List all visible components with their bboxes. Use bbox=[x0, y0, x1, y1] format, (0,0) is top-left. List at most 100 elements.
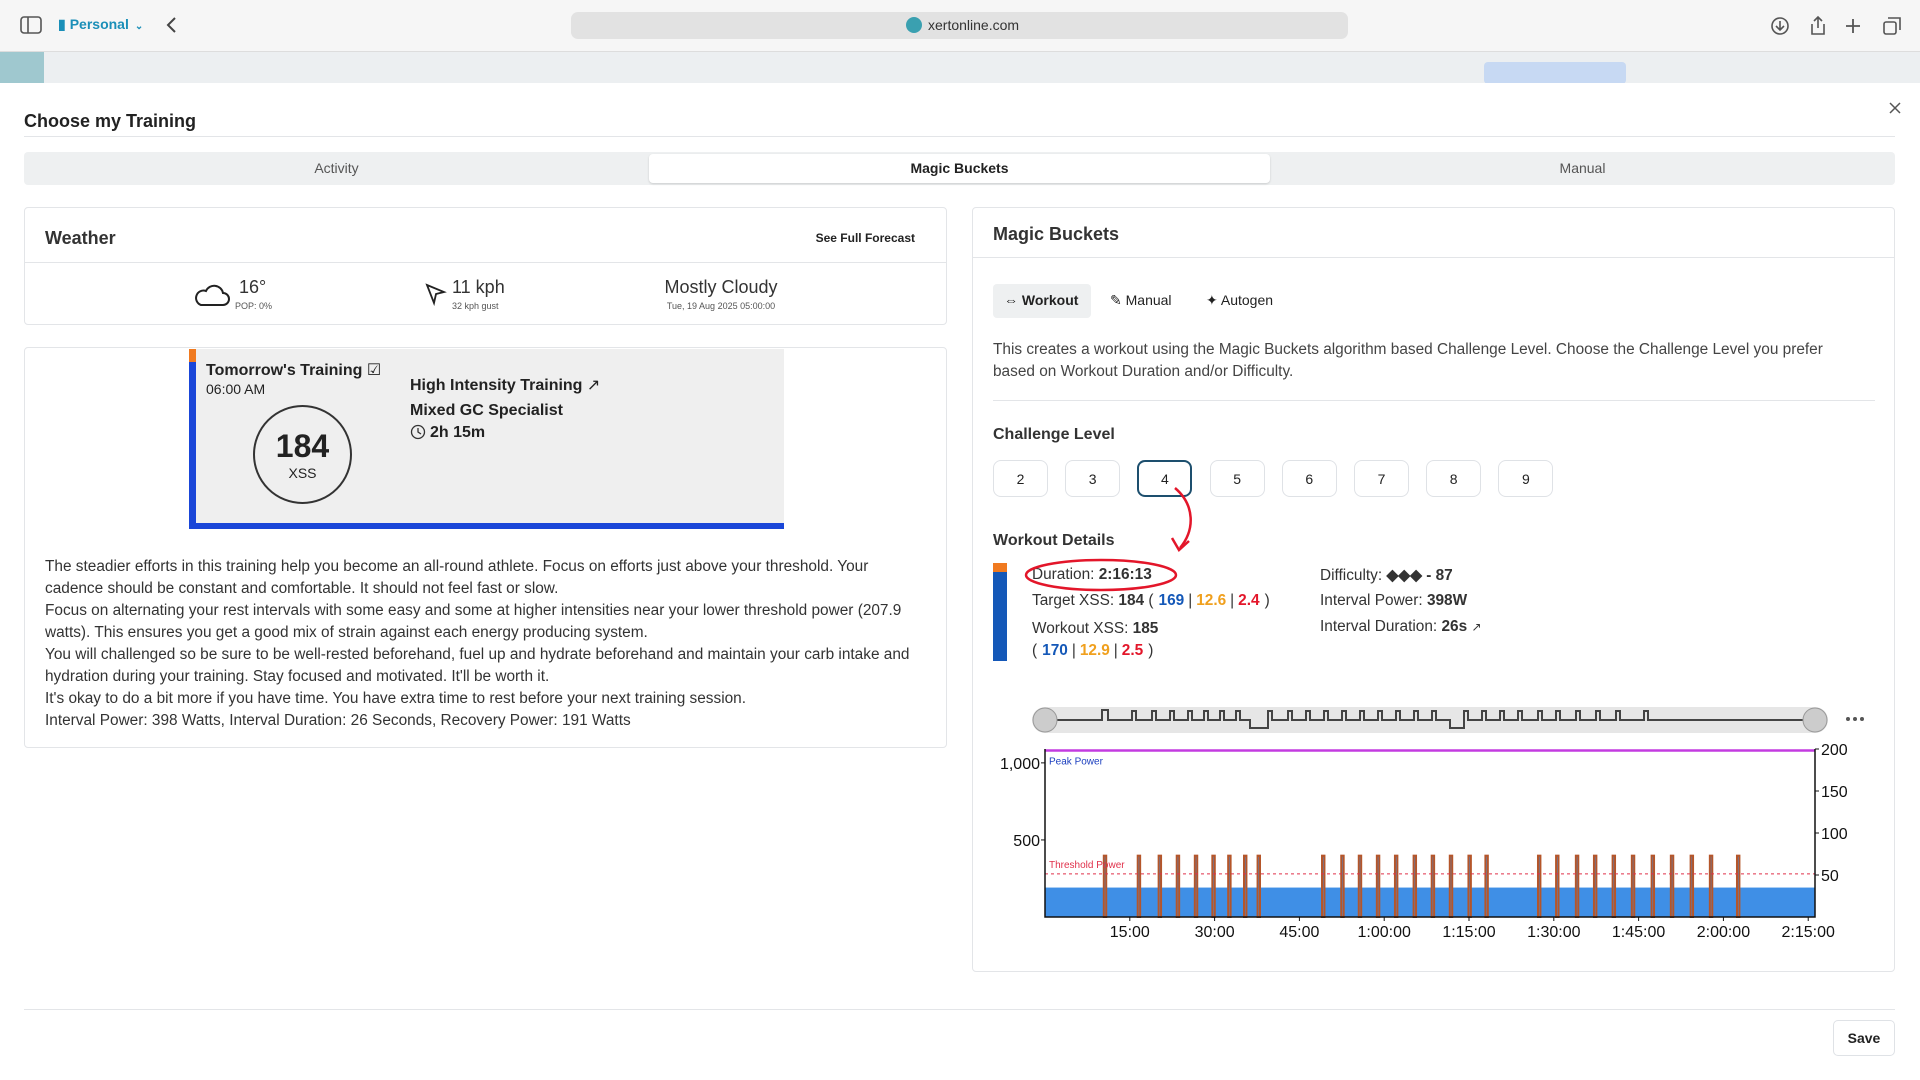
difficulty: Difficulty: ◆◆◆ - 87 bbox=[1320, 566, 1453, 585]
profile-button[interactable]: ▮ Personal ⌄ bbox=[58, 16, 144, 32]
app-logo bbox=[0, 52, 44, 83]
xss-part: 169 bbox=[1158, 592, 1185, 609]
level-button[interactable]: 3 bbox=[1065, 460, 1121, 497]
xss-part: 12.9 bbox=[1079, 642, 1110, 659]
temperature: 16° bbox=[239, 277, 267, 297]
interval-bar bbox=[1689, 854, 1695, 918]
level-button[interactable]: 8 bbox=[1426, 460, 1482, 497]
athlete-type: Mixed GC Specialist bbox=[410, 402, 563, 419]
level-button[interactable]: 9 bbox=[1498, 460, 1554, 497]
address-bar[interactable] bbox=[571, 12, 1348, 39]
workout-name[interactable]: High Intensity Training ↗ bbox=[410, 377, 601, 394]
mode-active-bg bbox=[993, 284, 1091, 318]
interval-duration: Interval Duration: 26s ↗ bbox=[1320, 618, 1482, 635]
training-time: 06:00 AM bbox=[206, 381, 266, 397]
paren: ( bbox=[1148, 592, 1154, 609]
interval-bar bbox=[1536, 854, 1542, 918]
detail-value: 398W bbox=[1426, 592, 1468, 609]
interval-bar bbox=[1467, 854, 1472, 918]
interval-bar bbox=[1211, 854, 1216, 918]
mode-label: Autogen bbox=[1220, 292, 1274, 308]
detail-value: 185 bbox=[1132, 620, 1159, 637]
y-tick-label: 1,000 bbox=[1000, 756, 1040, 773]
sidebar-icon[interactable] bbox=[20, 15, 42, 35]
xss-part: 2.4 bbox=[1238, 592, 1260, 609]
tab[interactable]: Manual bbox=[1559, 160, 1606, 176]
toolbar-icons[interactable] bbox=[1768, 14, 1908, 38]
close-button[interactable] bbox=[1887, 100, 1903, 116]
level-button[interactable]: 7 bbox=[1354, 460, 1409, 497]
interval-power: Interval Power: 398W bbox=[1320, 592, 1467, 610]
mode-tab[interactable]: ⇔ Workout bbox=[1004, 292, 1079, 308]
interval-bar bbox=[1243, 854, 1248, 918]
description-paragraph: The steadier efforts in this training he… bbox=[45, 558, 869, 597]
interval-bar bbox=[1592, 854, 1598, 918]
interval-bar bbox=[1227, 854, 1232, 918]
slider-handle[interactable] bbox=[1802, 707, 1828, 733]
target-xss: Target XSS: 184 (169 | 12.6 | 2.4) bbox=[1032, 592, 1270, 610]
detail-label: Difficulty: bbox=[1320, 567, 1383, 584]
interval-bar bbox=[1708, 854, 1714, 918]
separator: | bbox=[1230, 592, 1235, 609]
description-paragraph: It's okay to do a bit more if you have t… bbox=[45, 690, 747, 707]
slider-handle[interactable] bbox=[1032, 707, 1058, 733]
xss-circle bbox=[253, 405, 352, 504]
interval-bar bbox=[1574, 854, 1580, 918]
more-button[interactable] bbox=[1846, 717, 1864, 721]
interval-bar bbox=[1611, 854, 1617, 918]
pop: POP: 0% bbox=[235, 301, 273, 311]
workout-chart: Threshold Power Peak Power 15:00 30:00 45:00… bbox=[1000, 707, 1864, 941]
level-button[interactable]: 4 bbox=[1137, 460, 1193, 497]
interval-bar bbox=[1375, 854, 1381, 918]
site-icon bbox=[906, 17, 922, 33]
x-tick-label: 30:00 bbox=[1195, 924, 1235, 941]
level-button[interactable]: 6 bbox=[1281, 460, 1337, 497]
interval-bar bbox=[1357, 854, 1363, 918]
mode-tab[interactable]: ✎ Manual bbox=[1110, 292, 1172, 308]
paren: ( bbox=[1032, 642, 1038, 659]
level-button[interactable]: 2 bbox=[993, 460, 1048, 497]
interval-bar bbox=[1484, 854, 1489, 918]
save-button[interactable]: Save bbox=[1833, 1020, 1895, 1056]
description-paragraph: You will challenged so be sure to be wel… bbox=[45, 646, 910, 685]
detail-label: Interval Duration: bbox=[1320, 618, 1438, 635]
app-header bbox=[0, 52, 1920, 83]
interval-bar bbox=[1555, 854, 1560, 918]
detail-value: 2:16:13 bbox=[1098, 566, 1152, 583]
divider bbox=[993, 400, 1875, 401]
paren: ) bbox=[1264, 592, 1270, 609]
tab[interactable]: Activity bbox=[314, 160, 359, 176]
gust: 32 kph gust bbox=[452, 301, 499, 311]
peak-power-label: Peak Power bbox=[1049, 757, 1104, 768]
interval-bar bbox=[1136, 854, 1142, 918]
detail-label: Duration: bbox=[1032, 566, 1095, 583]
xss-part: 12.6 bbox=[1196, 592, 1227, 609]
interval-bar bbox=[1735, 854, 1741, 918]
divider bbox=[24, 1009, 1895, 1010]
interval-bar bbox=[1393, 854, 1399, 918]
weather-card bbox=[24, 207, 947, 325]
interval-bar bbox=[1340, 854, 1345, 918]
interval-bar bbox=[1321, 854, 1326, 918]
y-tick-label: 500 bbox=[1013, 833, 1040, 850]
level-button[interactable]: 5 bbox=[1209, 460, 1265, 497]
x-tick-label: 45:00 bbox=[1279, 924, 1319, 941]
profile-name: Personal bbox=[69, 16, 129, 32]
slider-preview bbox=[1045, 709, 1815, 729]
detail-label: Interval Power: bbox=[1320, 592, 1423, 609]
training-description: The steadier efforts in this training he… bbox=[45, 556, 913, 732]
recovery-area bbox=[1045, 887, 1815, 917]
divider bbox=[973, 257, 1894, 258]
mode-tab[interactable]: ✦ Autogen bbox=[1206, 292, 1274, 308]
separator: | bbox=[1188, 592, 1193, 609]
tab[interactable]: Magic Buckets bbox=[910, 160, 1009, 176]
bucket-bar bbox=[189, 349, 196, 529]
interval-bar bbox=[1175, 854, 1181, 918]
x-tick-label: 1:30:00 bbox=[1527, 924, 1580, 941]
back-button[interactable] bbox=[164, 15, 178, 35]
heading-text: Tomorrow's Training bbox=[206, 362, 363, 379]
annotation bbox=[1024, 487, 1192, 592]
forecast-link[interactable]: See Full Forecast bbox=[815, 231, 915, 245]
